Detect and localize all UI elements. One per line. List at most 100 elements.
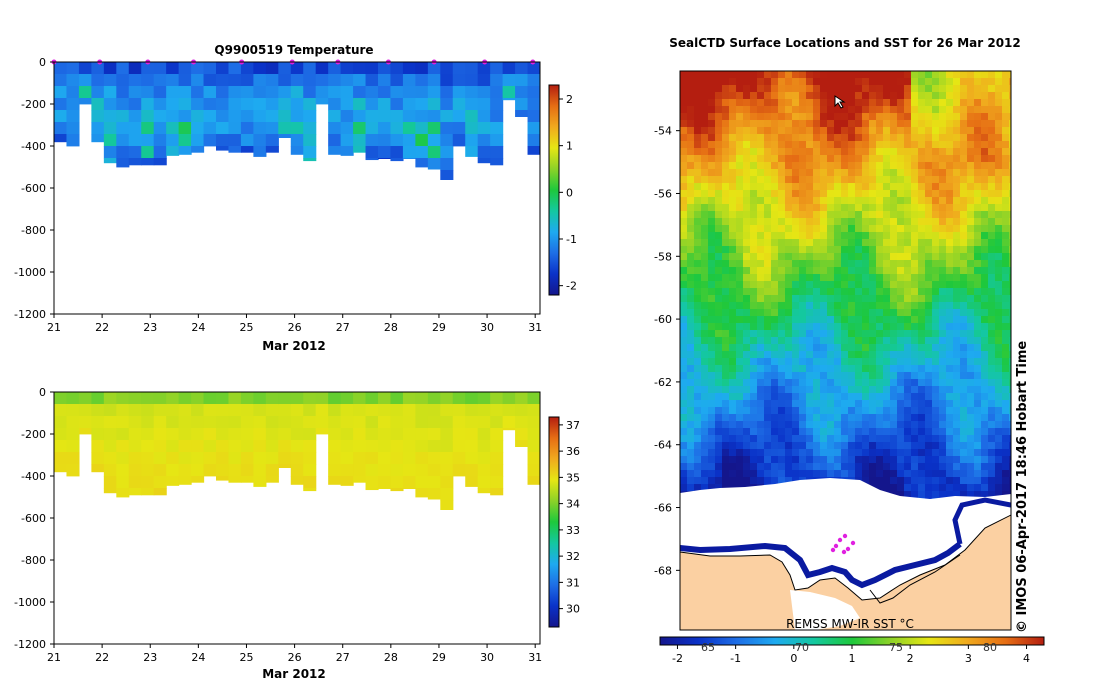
sst-cell (946, 414, 954, 422)
sst-cell (925, 274, 933, 282)
sst-cell (939, 253, 947, 261)
sst-cell (855, 148, 863, 156)
sst-cell (792, 204, 800, 212)
temperature-x-tick-label: 31 (528, 321, 542, 334)
sst-cell (778, 414, 786, 422)
sst-cell (694, 134, 702, 142)
sst-cell (792, 281, 800, 289)
sst-cell (736, 456, 744, 464)
sst-cell (750, 365, 758, 373)
salinity-cell (278, 416, 292, 429)
temperature-cell (477, 158, 491, 164)
sst-cell (918, 309, 926, 317)
sst-cell (974, 337, 982, 345)
sst-cell (792, 232, 800, 240)
sst-cell (757, 330, 765, 338)
sst-cell (890, 267, 898, 275)
sst-cell (827, 428, 835, 436)
sst-cell (701, 358, 709, 366)
sst-cell (757, 218, 765, 226)
sst-cell (939, 393, 947, 401)
sst-cell (883, 267, 891, 275)
sst-cell (988, 330, 996, 338)
sst-cell (708, 379, 716, 387)
sst-cell (750, 141, 758, 149)
sst-cell (911, 190, 919, 198)
sst-cell (834, 288, 842, 296)
sst-cell (729, 71, 737, 79)
sst-cell (848, 176, 856, 184)
sst-cell (792, 211, 800, 219)
sst-cell (869, 197, 877, 205)
sst-cell (687, 393, 695, 401)
sst-cell (799, 470, 807, 478)
temperature-cell (128, 62, 142, 75)
sst-cell (743, 435, 751, 443)
sst-cell (897, 106, 905, 114)
temperature-cell (378, 146, 392, 159)
sst-cell (904, 127, 912, 135)
sst-cell (792, 358, 800, 366)
seal-location-marker (842, 533, 848, 539)
sst-cell (967, 477, 975, 485)
sst-cell (904, 155, 912, 163)
sst-cell (722, 127, 730, 135)
sst-cell (862, 337, 870, 345)
sst-cell (890, 148, 898, 156)
sst-cell (883, 316, 891, 324)
sst-cell (967, 141, 975, 149)
sst-cell (715, 162, 723, 170)
sst-cell (834, 267, 842, 275)
sst-cell (911, 148, 919, 156)
sst-cell (939, 274, 947, 282)
sst-cell (799, 421, 807, 429)
sst-cell (974, 127, 982, 135)
sst-cell (764, 351, 772, 359)
sst-cell (1009, 421, 1011, 429)
sst-cell (827, 330, 835, 338)
temperature-cell (240, 86, 254, 99)
sst-cell (736, 232, 744, 240)
sst-cell (813, 162, 821, 170)
sst-cell (785, 218, 793, 226)
sst-cell (771, 323, 779, 331)
sst-cell (708, 449, 716, 457)
sst-cell (834, 358, 842, 366)
sst-cell (834, 470, 842, 478)
sst-cell (680, 204, 688, 212)
sst-cell (932, 246, 940, 254)
sst-cell (897, 365, 905, 373)
sst-cell (841, 379, 849, 387)
sst-cell (722, 232, 730, 240)
sst-cell (932, 211, 940, 219)
temperature-cell (365, 86, 379, 99)
sst-cell (799, 323, 807, 331)
salinity-cell (427, 464, 441, 477)
sst-cell (820, 134, 828, 142)
sst-cell (855, 225, 863, 233)
sst-cell (708, 71, 716, 79)
temperature-cell (216, 134, 230, 147)
sst-cell (729, 288, 737, 296)
sst-cell (932, 330, 940, 338)
sst-cell (813, 169, 821, 177)
sst-cell (848, 155, 856, 163)
temperature-cell (166, 122, 180, 135)
temperature-cell (303, 98, 317, 111)
sst-cell (736, 127, 744, 135)
sst-cell (680, 449, 688, 457)
sst-cell (918, 477, 926, 485)
sst-cell (820, 239, 828, 247)
sst-cell (715, 274, 723, 282)
temperature-cell (66, 110, 80, 123)
sst-cell (757, 99, 765, 107)
sst-cell (925, 323, 933, 331)
sst-cell (813, 428, 821, 436)
temperature-cell (203, 62, 217, 75)
sst-cell (932, 183, 940, 191)
sst-cell (708, 169, 716, 177)
sst-cell (722, 204, 730, 212)
sst-cell (736, 421, 744, 429)
sst-cell (904, 85, 912, 93)
sst-cell (1002, 484, 1010, 492)
